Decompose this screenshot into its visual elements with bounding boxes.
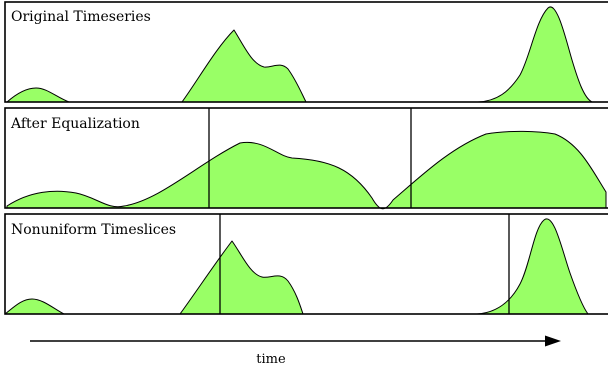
panel-frame-equalized <box>4 107 608 209</box>
panel-nonuniform-timeslices: Nonuniform Timeslices <box>4 213 608 315</box>
nonuniform-series-peak-2 <box>179 240 304 315</box>
time-axis: time <box>30 335 561 367</box>
original-series-peak-2 <box>181 29 307 103</box>
panel-title-equalized: After Equalization <box>10 116 140 132</box>
time-axis-label: time <box>256 352 286 367</box>
panel-frame-nonuniform <box>4 213 608 315</box>
nonuniform-series-peak-3 <box>476 218 589 315</box>
panel-frame-original <box>4 1 608 103</box>
panel-after-equalization: After Equalization <box>4 107 608 210</box>
panel-title-nonuniform: Nonuniform Timeslices <box>11 222 176 238</box>
panel-title-original: Original Timeseries <box>11 9 151 25</box>
original-series-peak-1 <box>6 87 70 103</box>
panel-original-timeseries: Original Timeseries <box>4 1 608 103</box>
nonuniform-series-peak-1 <box>4 298 65 315</box>
equalized-series <box>6 130 607 210</box>
time-arrow-head <box>545 335 561 347</box>
original-series-peak-3 <box>477 6 593 103</box>
